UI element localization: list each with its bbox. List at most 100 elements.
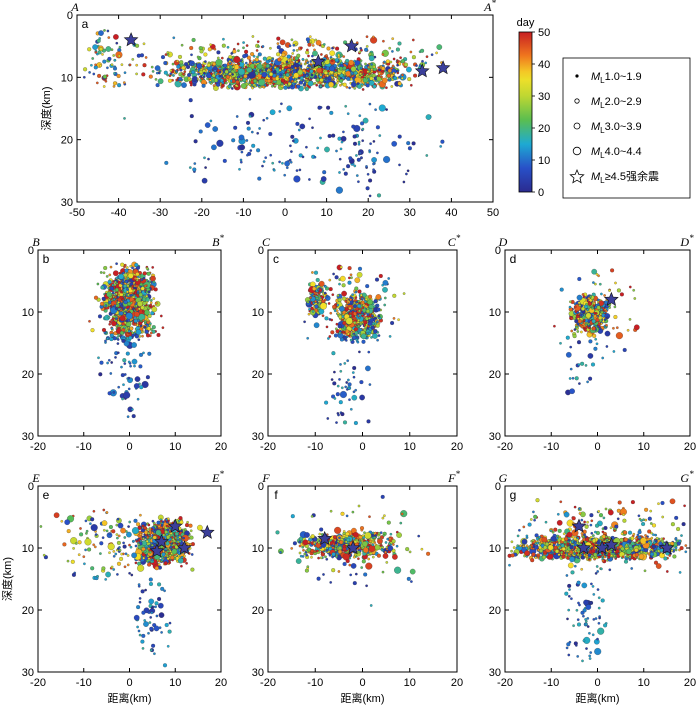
event-point (151, 70, 155, 73)
event-point (393, 76, 398, 81)
event-point (575, 325, 578, 329)
panel-c-events (303, 264, 406, 426)
profile-end-label: C* (448, 233, 461, 249)
event-point (248, 114, 252, 118)
event-point (145, 333, 151, 338)
event-point (590, 362, 596, 367)
event-point (616, 288, 621, 293)
event-point (366, 419, 371, 424)
event-point (358, 151, 362, 155)
event-point (387, 68, 392, 73)
event-point (360, 48, 363, 52)
event-point (134, 376, 141, 382)
event-point (169, 69, 173, 72)
event-point (372, 65, 376, 69)
event-point (224, 81, 228, 85)
event-point (622, 347, 627, 353)
event-point (240, 150, 244, 154)
event-point (265, 116, 269, 120)
event-point (116, 338, 120, 341)
event-point (136, 290, 140, 294)
event-point (367, 350, 371, 354)
event-point (588, 376, 593, 381)
event-point (103, 29, 106, 32)
event-point (357, 266, 363, 271)
event-point (314, 304, 319, 309)
event-point (585, 302, 588, 306)
event-point (313, 81, 317, 85)
event-point (350, 276, 353, 280)
event-point (119, 311, 124, 316)
event-point (123, 321, 127, 325)
event-point (151, 325, 156, 330)
event-point (358, 114, 362, 118)
event-point (306, 300, 310, 304)
event-point (258, 78, 266, 87)
event-point (276, 36, 281, 41)
event-point (440, 139, 445, 144)
event-point (346, 359, 350, 363)
event-point (133, 311, 140, 318)
event-point (108, 322, 112, 326)
event-point (397, 318, 400, 322)
event-point (246, 153, 249, 157)
event-point (120, 304, 124, 308)
event-point (325, 54, 328, 57)
event-point (336, 384, 340, 388)
event-point (615, 326, 619, 330)
event-point (117, 307, 121, 311)
event-point (375, 304, 378, 307)
event-point (342, 130, 345, 134)
event-point (299, 123, 306, 130)
event-point (163, 70, 168, 75)
event-point (286, 54, 291, 59)
event-point (365, 309, 370, 314)
event-point (209, 69, 213, 73)
event-point (107, 36, 111, 39)
event-point (120, 63, 124, 67)
event-point (141, 380, 149, 389)
event-point (383, 60, 386, 64)
event-point (95, 81, 99, 85)
event-point (368, 149, 371, 152)
event-point (338, 331, 342, 335)
event-point (585, 296, 588, 300)
event-point (610, 268, 615, 273)
event-point (126, 277, 130, 280)
event-point (278, 110, 282, 113)
event-point (261, 45, 265, 48)
event-point (333, 397, 337, 400)
event-point (386, 73, 391, 78)
event-point (120, 262, 125, 267)
event-point (107, 391, 112, 396)
event-point (118, 45, 122, 49)
event-point (316, 146, 320, 150)
event-point (98, 30, 104, 36)
event-point (133, 318, 138, 323)
event-point (133, 383, 140, 389)
event-point (366, 70, 370, 74)
event-point (325, 66, 330, 71)
event-point (290, 134, 295, 139)
event-point (127, 376, 131, 380)
event-point (361, 306, 365, 310)
event-point (284, 83, 288, 87)
event-point (127, 330, 131, 333)
event-point (604, 309, 608, 313)
event-point (307, 80, 314, 87)
event-point (339, 265, 343, 269)
event-point (595, 342, 599, 346)
event-point (184, 62, 189, 67)
event-point (134, 323, 137, 326)
event-point (360, 83, 364, 86)
event-point (296, 84, 301, 89)
y-tick-label: 0 (258, 245, 264, 257)
event-point (277, 57, 282, 62)
event-point (291, 52, 295, 55)
event-point (385, 108, 388, 111)
event-point (351, 293, 354, 297)
event-point (415, 64, 418, 67)
event-point (139, 385, 144, 390)
event-point (382, 39, 385, 43)
